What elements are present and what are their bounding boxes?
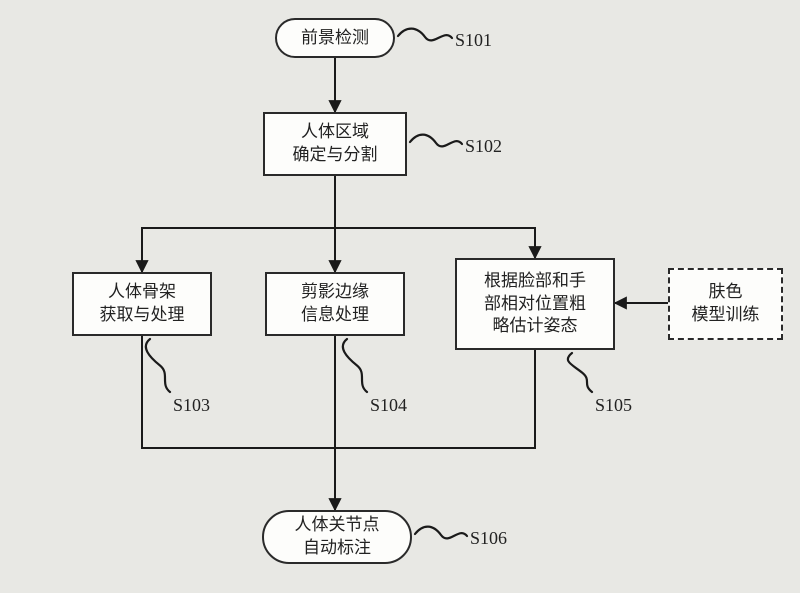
node-s101: 前景检测 — [275, 18, 395, 58]
node-s102: 人体区域 确定与分割 — [263, 112, 407, 176]
label-l102: S102 — [465, 136, 502, 157]
label-l101: S101 — [455, 30, 492, 51]
label-l104: S104 — [370, 395, 407, 416]
label-l105: S105 — [595, 395, 632, 416]
node-s105: 根据脸部和手 部相对位置粗 略估计姿态 — [455, 258, 615, 350]
label-l106: S106 — [470, 528, 507, 549]
node-s103: 人体骨架 获取与处理 — [72, 272, 212, 336]
node-s104: 剪影边缘 信息处理 — [265, 272, 405, 336]
label-l103: S103 — [173, 395, 210, 416]
node-s106: 人体关节点 自动标注 — [262, 510, 412, 564]
flowchart-canvas: 前景检测人体区域 确定与分割人体骨架 获取与处理剪影边缘 信息处理根据脸部和手 … — [0, 0, 800, 593]
node-skin: 肤色 模型训练 — [668, 268, 783, 340]
